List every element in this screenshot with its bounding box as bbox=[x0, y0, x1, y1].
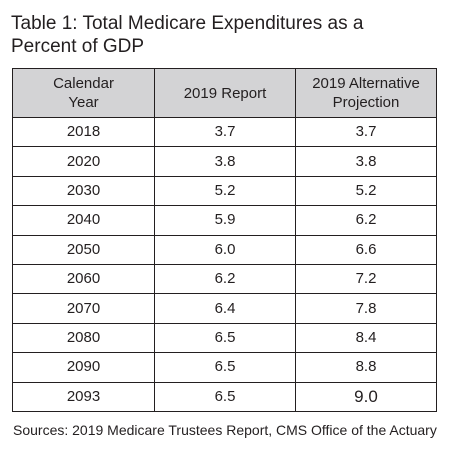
header-alternative-projection-line-1: 2019 Alternative bbox=[312, 75, 420, 92]
header-alternative-projection-line-2: Projection bbox=[332, 94, 400, 111]
cell-2019-report: 6.5 bbox=[154, 381, 296, 412]
cell-year: 2050 bbox=[12, 234, 155, 265]
cell-alternative-projection: 6.6 bbox=[295, 234, 437, 265]
table-row: 2050 6.0 6.6 bbox=[12, 234, 437, 265]
cell-alternative-projection: 7.2 bbox=[295, 263, 437, 295]
cell-alternative-projection: 3.8 bbox=[295, 146, 437, 177]
header-calendar-year: Calendar Year bbox=[12, 68, 155, 118]
cell-year: 2090 bbox=[12, 352, 155, 383]
cell-2019-report: 6.2 bbox=[154, 263, 296, 295]
cell-alternative-projection: 6.2 bbox=[295, 205, 437, 236]
cell-alternative-projection: 5.2 bbox=[295, 175, 437, 207]
cell-alternative-projection: 8.4 bbox=[295, 322, 437, 354]
cell-year: 2070 bbox=[12, 293, 155, 324]
table-row: 2080 6.5 8.4 bbox=[12, 322, 437, 354]
cell-year: 2018 bbox=[12, 116, 155, 148]
table-header-row: Calendar Year 2019 Report 2019 Alternati… bbox=[12, 68, 437, 118]
cell-2019-report: 3.8 bbox=[154, 146, 296, 177]
table-row: 2030 5.2 5.2 bbox=[12, 175, 437, 207]
header-calendar-year-line-1: Calendar bbox=[53, 75, 114, 92]
cell-year: 2060 bbox=[12, 263, 155, 295]
cell-alternative-projection: 7.8 bbox=[295, 293, 437, 324]
cell-year: 2093 bbox=[12, 381, 155, 412]
cell-2019-report: 6.4 bbox=[154, 293, 296, 324]
table-row: 2020 3.8 3.8 bbox=[12, 146, 437, 177]
table-row: 2040 5.9 6.2 bbox=[12, 205, 437, 236]
cell-2019-report: 6.5 bbox=[154, 322, 296, 354]
cell-alternative-projection: 9.0 bbox=[295, 381, 437, 412]
cell-year: 2040 bbox=[12, 205, 155, 236]
table-row: 2018 3.7 3.7 bbox=[12, 116, 437, 148]
table-title-line-1: Table 1: Total Medicare Expenditures as … bbox=[11, 13, 364, 34]
header-calendar-year-line-2: Year bbox=[68, 94, 99, 111]
table-title: Table 1: Total Medicare Expenditures as … bbox=[11, 12, 451, 58]
cell-2019-report: 5.2 bbox=[154, 175, 296, 207]
cell-year: 2030 bbox=[12, 175, 155, 207]
table-row: 2070 6.4 7.8 bbox=[12, 293, 437, 324]
table-row: 2093 6.5 9.0 bbox=[12, 381, 437, 412]
source-note: Sources: 2019 Medicare Trustees Report, … bbox=[13, 422, 437, 438]
table-title-line-2: Percent of GDP bbox=[11, 36, 145, 57]
cell-2019-report: 6.0 bbox=[154, 234, 296, 265]
cell-2019-report: 6.5 bbox=[154, 352, 296, 383]
cell-alternative-projection: 8.8 bbox=[295, 352, 437, 383]
cell-2019-report: 5.9 bbox=[154, 205, 296, 236]
header-2019-report: 2019 Report bbox=[154, 68, 296, 118]
table-row: 2090 6.5 8.8 bbox=[12, 352, 437, 383]
header-alternative-projection: 2019 Alternative Projection bbox=[295, 68, 437, 118]
table-row: 2060 6.2 7.2 bbox=[12, 263, 437, 295]
cell-alternative-projection: 3.7 bbox=[295, 116, 437, 148]
medicare-expenditures-table: Calendar Year 2019 Report 2019 Alternati… bbox=[12, 68, 437, 412]
header-2019-report-line-1: 2019 Report bbox=[183, 84, 267, 102]
cell-year: 2080 bbox=[12, 322, 155, 354]
cell-year: 2020 bbox=[12, 146, 155, 177]
cell-2019-report: 3.7 bbox=[154, 116, 296, 148]
